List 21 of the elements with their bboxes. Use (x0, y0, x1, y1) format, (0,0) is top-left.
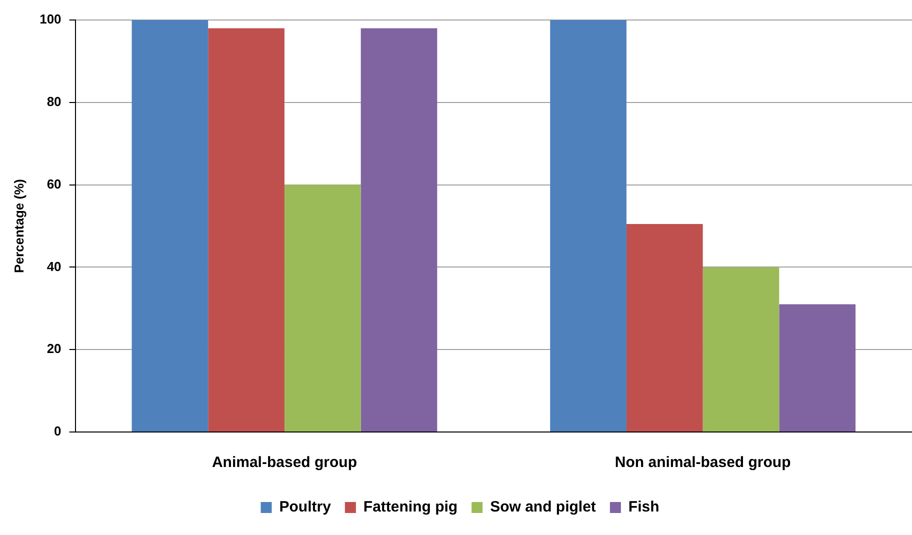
bar (779, 304, 856, 432)
bar (208, 28, 284, 432)
bar (626, 224, 703, 432)
y-tick-label: 0 (54, 424, 62, 439)
y-axis-title: Percentage (%) (11, 179, 26, 273)
legend-label: Poultry (279, 498, 332, 516)
y-tick-label: 60 (46, 176, 62, 192)
bar (360, 28, 438, 432)
y-tick-label: 100 (40, 12, 62, 27)
bar (550, 20, 626, 432)
bar (284, 184, 361, 432)
legend-label: Fish (628, 498, 660, 516)
y-tick-label: 20 (46, 341, 62, 356)
y-tick-label: 40 (46, 258, 62, 274)
legend-label: Sow and piglet (490, 498, 596, 516)
bar (132, 20, 208, 432)
x-tick-label: Animal-based group (212, 454, 357, 472)
y-tick-label: 80 (46, 94, 62, 109)
legend-label: Fattening pig (363, 498, 458, 516)
x-tick-label: Non animal-based group (614, 454, 791, 472)
bar (702, 267, 780, 432)
